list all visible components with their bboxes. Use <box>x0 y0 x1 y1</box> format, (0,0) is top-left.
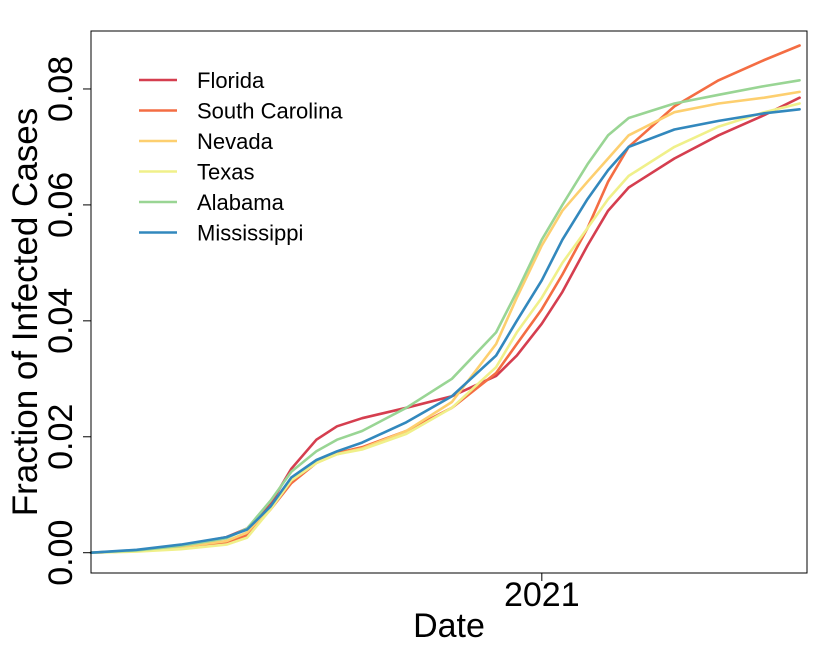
plot-frame <box>90 30 808 574</box>
series-line-mississippi <box>89 108 801 555</box>
legend-label-mississippi: Mississippi <box>197 221 303 246</box>
y-tick-label: 0.00 <box>42 520 80 586</box>
series-line-nevada <box>89 90 801 555</box>
legend-label-south-carolina: South Carolina <box>197 99 343 124</box>
x-tick-label: 2021 <box>504 576 580 614</box>
y-tick-label: 0.02 <box>42 404 80 470</box>
y-tick-label: 0.08 <box>42 56 80 122</box>
x-axis: 2021 <box>504 573 580 614</box>
y-tick-label: 0.04 <box>42 288 80 354</box>
legend-label-texas: Texas <box>197 160 254 185</box>
legend-label-alabama: Alabama <box>197 190 285 215</box>
series-line-texas <box>89 102 801 555</box>
y-axis-label: Fraction of Infected Cases <box>6 108 45 517</box>
y-tick-label: 0.06 <box>42 172 80 238</box>
legend-label-florida: Florida <box>197 68 265 93</box>
x-axis-label: Date <box>413 607 485 642</box>
series-layer <box>89 44 801 555</box>
legend-label-nevada: Nevada <box>197 129 274 154</box>
y-axis: 0.00 0.02 0.04 0.06 0.08 <box>42 56 91 586</box>
legend: Florida South Carolina Nevada Texas Alabama M… <box>139 68 343 246</box>
